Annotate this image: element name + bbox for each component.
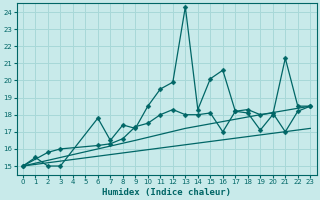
X-axis label: Humidex (Indice chaleur): Humidex (Indice chaleur) — [102, 188, 231, 197]
